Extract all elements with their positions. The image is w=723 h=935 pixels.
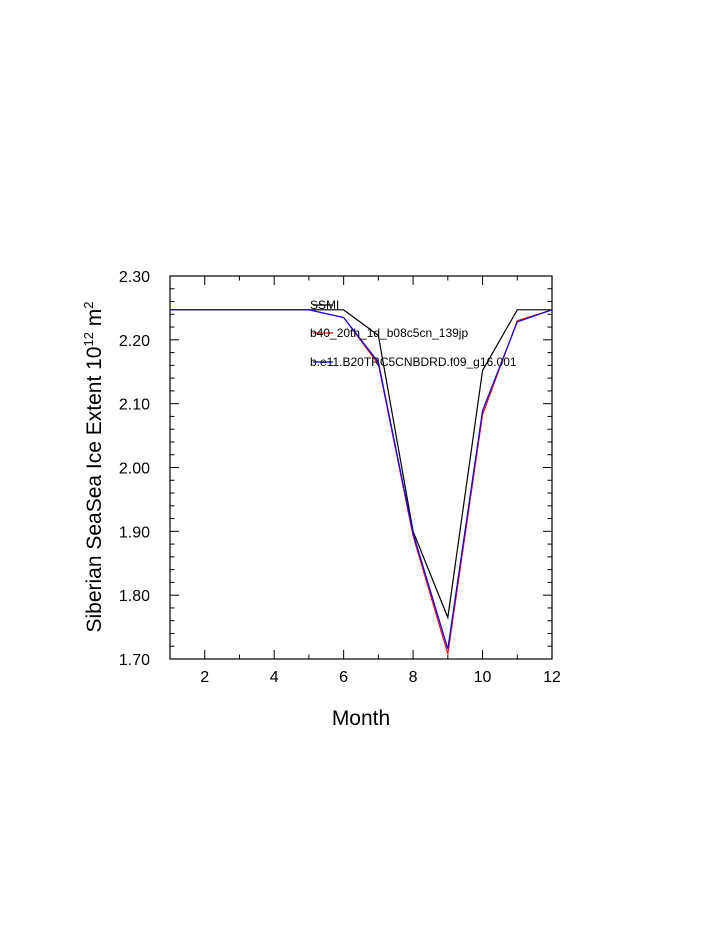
x-tick-label: 8 — [409, 669, 418, 686]
x-tick-label: 2 — [200, 669, 209, 686]
y-tick-label: 2.30 — [119, 269, 150, 286]
legend-label-2: b40_20th_1d_b08c5cn_139jp — [310, 326, 468, 340]
y-tick-label: 1.70 — [119, 652, 150, 669]
x-tick-label: 4 — [270, 669, 279, 686]
x-tick-label: 12 — [543, 669, 561, 686]
y-tick-label: 1.90 — [119, 524, 150, 541]
y-axis-title: Siberian SeaSea Ice Extent 1012 m2 — [81, 301, 106, 632]
y-axis-title-unit: m — [83, 309, 106, 332]
y-tick-label: 1.80 — [119, 588, 150, 605]
y-tick-label: 2.00 — [119, 461, 150, 478]
legend: SSMI b40_20th_1d_b08c5cn_139jp b.e11.B20TR… — [310, 298, 517, 369]
y-axis-title-unit-exponent: 2 — [81, 301, 96, 308]
x-axis-title: Month — [332, 707, 390, 730]
y-axis-title-main: Siberian SeaSea Ice Extent 10 — [83, 347, 106, 633]
series-layer — [170, 309, 553, 655]
series-line-3 — [170, 309, 553, 649]
y-tick-label: 2.20 — [119, 333, 150, 350]
legend-label-3: b.e11.B20TRC5CNBDRD.f09_g16.001 — [310, 355, 517, 369]
x-tick-label: 6 — [339, 669, 348, 686]
axis-ticks: 2 4 6 8 10 12 1.70 1.80 1.90 2.00 2.10 2.20 2.30 — [119, 269, 561, 686]
y-tick-label: 2.10 — [119, 397, 150, 414]
legend-label-1: SSMI — [310, 298, 339, 312]
y-axis-title-exponent: 12 — [81, 332, 96, 346]
x-tick-label: 10 — [474, 669, 492, 686]
